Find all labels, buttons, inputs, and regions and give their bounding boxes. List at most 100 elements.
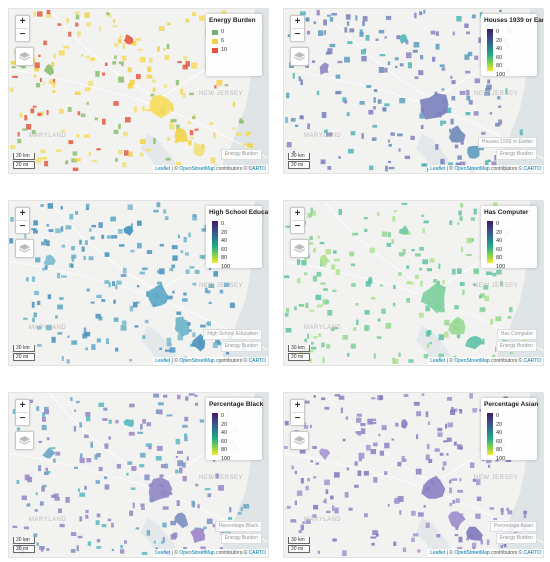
scale-bar: 30 km 20 mi bbox=[13, 537, 35, 553]
census-tract bbox=[237, 512, 242, 515]
census-tract bbox=[42, 416, 46, 422]
zoom-out-button[interactable]: − bbox=[291, 412, 304, 425]
osm-link[interactable]: OpenStreetMap bbox=[179, 358, 215, 364]
leaflet-link[interactable]: Leaflet bbox=[430, 166, 446, 172]
zoom-in-button[interactable]: + bbox=[19, 16, 26, 27]
layers-button[interactable] bbox=[15, 431, 34, 450]
census-tract bbox=[36, 325, 42, 330]
census-tract bbox=[114, 55, 117, 60]
leaflet-link[interactable]: Leaflet bbox=[155, 550, 171, 556]
layer-toggle-button[interactable]: Energy Burden bbox=[495, 533, 537, 544]
map-canvas[interactable] bbox=[9, 393, 269, 558]
legend-category-label: 10 bbox=[221, 47, 228, 53]
census-tract bbox=[408, 359, 414, 363]
zoom-in-button[interactable]: + bbox=[294, 400, 301, 411]
census-tract bbox=[290, 117, 296, 122]
layer-toggle-button[interactable]: Houses 1939 or Earlier bbox=[477, 137, 537, 148]
census-tract bbox=[135, 527, 140, 530]
map-panel[interactable]: NEW JERSEY MARYLAND +− Houses 1939 or Earli… bbox=[283, 8, 544, 174]
layers-button[interactable] bbox=[290, 47, 309, 66]
map-panel[interactable]: NEW JERSEY MARYLAND + − Energy Burden 0 6 10 Ene… bbox=[8, 8, 269, 174]
census-tract bbox=[101, 524, 107, 528]
census-tract bbox=[402, 458, 407, 462]
carto-link[interactable]: CARTO bbox=[248, 166, 266, 172]
census-tract bbox=[213, 271, 218, 277]
layer-toggle-button[interactable]: Percentage Asian bbox=[489, 521, 537, 532]
carto-link[interactable]: CARTO bbox=[523, 550, 541, 556]
leaflet-link[interactable]: Leaflet bbox=[430, 358, 446, 364]
osm-link[interactable]: OpenStreetMap bbox=[454, 166, 490, 172]
census-tract bbox=[98, 402, 105, 407]
zoom-out-button[interactable]: − bbox=[16, 220, 29, 233]
census-tract bbox=[183, 56, 188, 61]
legend-tick-label: 40 bbox=[496, 238, 503, 245]
osm-link[interactable]: OpenStreetMap bbox=[179, 166, 215, 172]
layers-button[interactable] bbox=[290, 431, 309, 450]
census-tract bbox=[367, 418, 373, 425]
zoom-in-button[interactable]: + bbox=[294, 208, 301, 219]
census-tract bbox=[53, 78, 56, 85]
census-tract bbox=[307, 213, 312, 218]
census-tract bbox=[303, 425, 309, 429]
census-tract bbox=[104, 252, 110, 257]
census-tract bbox=[17, 132, 20, 137]
layer-toggle-button[interactable]: Energy Burden bbox=[220, 341, 262, 352]
layers-button[interactable] bbox=[290, 239, 309, 258]
leaflet-link[interactable]: Leaflet bbox=[430, 550, 446, 556]
leaflet-link[interactable]: Leaflet bbox=[155, 166, 171, 172]
layer-toggle-button[interactable]: Energy Burden bbox=[220, 533, 262, 544]
carto-link[interactable]: CARTO bbox=[248, 358, 266, 364]
zoom-in-button[interactable]: + bbox=[294, 16, 301, 27]
census-tract bbox=[128, 151, 133, 157]
osm-link[interactable]: OpenStreetMap bbox=[454, 358, 490, 364]
zoom-out-button[interactable]: − bbox=[291, 220, 304, 233]
census-tract bbox=[194, 394, 198, 397]
census-tract bbox=[326, 132, 333, 137]
census-tract bbox=[59, 108, 64, 114]
census-tract bbox=[490, 318, 494, 325]
census-tract bbox=[46, 240, 50, 247]
census-tract bbox=[316, 9, 320, 16]
zoom-out-button[interactable]: − bbox=[16, 412, 29, 425]
osm-link[interactable]: OpenStreetMap bbox=[454, 550, 490, 556]
census-tract bbox=[335, 90, 342, 95]
zoom-in-button[interactable]: + bbox=[19, 208, 26, 219]
map-panel[interactable]: NEW JERSEY MARYLAND + − Percentage Black 0 20 4… bbox=[8, 392, 269, 558]
census-tract bbox=[41, 156, 47, 160]
census-tract bbox=[149, 57, 153, 63]
carto-link[interactable]: CARTO bbox=[248, 550, 266, 556]
layer-toggle-button[interactable]: High School Education bbox=[203, 329, 262, 340]
map-panel[interactable]: NEW JERSEY MARYLAND + − Has Computer 0 20 40 60 8… bbox=[283, 200, 544, 366]
census-tract bbox=[376, 336, 382, 339]
census-tract bbox=[192, 214, 197, 218]
leaflet-link[interactable]: Leaflet bbox=[155, 358, 171, 364]
layers-button[interactable] bbox=[15, 47, 34, 66]
census-tract bbox=[319, 241, 325, 245]
carto-link[interactable]: CARTO bbox=[523, 358, 541, 364]
map-panel[interactable]: NEW JERSEY MARYLAND + − Percentage Asian 0 20 4… bbox=[283, 392, 544, 558]
census-tract bbox=[460, 202, 464, 208]
layer-toggle-button[interactable]: Percentage Black bbox=[214, 521, 262, 532]
layer-toggle-button[interactable]: Energy Burden bbox=[220, 149, 262, 160]
census-tract bbox=[317, 550, 320, 554]
census-tract bbox=[175, 469, 179, 474]
zoom-in-button[interactable]: + bbox=[19, 400, 26, 411]
legend: Percentage Black 0 20 40 60 80 100 bbox=[206, 398, 263, 462]
osm-link[interactable]: OpenStreetMap bbox=[179, 550, 215, 556]
map-panel[interactable]: NEW JERSEY MARYLAND +− High School Educatio… bbox=[8, 200, 269, 366]
census-tract bbox=[107, 518, 112, 522]
carto-link[interactable]: CARTO bbox=[523, 166, 541, 172]
zoom-out-button[interactable]: − bbox=[16, 28, 29, 41]
zoom-out-button[interactable]: − bbox=[291, 28, 304, 41]
layer-toggle-button[interactable]: Energy Burden bbox=[495, 149, 537, 160]
census-tract bbox=[140, 424, 143, 430]
census-tract bbox=[111, 216, 116, 222]
census-tract bbox=[104, 476, 108, 480]
layer-toggle-button[interactable]: Energy Burden bbox=[495, 341, 537, 352]
census-tract bbox=[208, 283, 215, 288]
layers-button[interactable] bbox=[15, 239, 34, 258]
census-tract bbox=[308, 242, 314, 245]
census-tract bbox=[184, 433, 188, 437]
layer-toggle-button[interactable]: Has Computer bbox=[496, 329, 537, 340]
state-label-md: MARYLAND bbox=[304, 517, 342, 523]
